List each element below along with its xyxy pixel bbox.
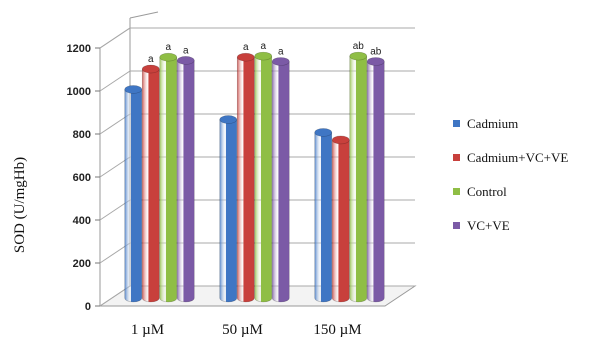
legend-item: VC+VE [453, 218, 510, 233]
bar [271, 61, 290, 303]
bar-annotation: ab [353, 41, 365, 52]
bar-top [124, 85, 143, 94]
grid-diagonal [99, 70, 131, 92]
x-category-label: 1 µM [131, 322, 164, 338]
bar [236, 56, 255, 303]
bar-annotation: a [243, 42, 249, 53]
bar [331, 139, 350, 303]
legend-item: Cadmium [453, 116, 518, 131]
bar-annotation: ab [370, 47, 382, 58]
legend-swatch [453, 120, 460, 127]
grid-diagonal [99, 27, 131, 49]
bar [141, 68, 160, 303]
bar [159, 56, 178, 303]
y-tick-label: 800 [73, 129, 91, 141]
legend-label: Cadmium [467, 116, 518, 131]
perspective-line [129, 11, 159, 19]
legend-label: Control [467, 184, 507, 199]
legend: Cadmium Cadmium+VC+VE Control VC+VE [453, 116, 568, 233]
y-tick-label: 200 [73, 258, 91, 270]
legend-swatch [453, 188, 460, 195]
y-tick-label: 400 [73, 215, 91, 227]
legend-item: Control [453, 184, 507, 199]
x-category-label: 50 µM [222, 322, 263, 338]
legend-swatch [453, 222, 460, 229]
bar-annotation: a [165, 42, 171, 53]
legend-swatch [453, 154, 460, 161]
y-axis-label: SOD (U/mgHb) [12, 157, 28, 253]
bar-annotation: a [278, 47, 284, 58]
y-tick-label: 0 [85, 301, 91, 313]
bar-top [176, 56, 195, 65]
bar [314, 132, 333, 303]
bar [254, 55, 273, 303]
bar [124, 89, 143, 303]
legend-label: Cadmium+VC+VE [467, 150, 568, 165]
bar-top [159, 52, 178, 62]
bar [349, 55, 368, 303]
bar-top [219, 115, 238, 124]
bar-top [236, 52, 255, 62]
bar [366, 61, 385, 303]
bar-top [331, 135, 350, 145]
y-tick-label: 1200 [67, 43, 91, 55]
bar-annotation: a [148, 54, 154, 65]
bar-annotation: a [183, 45, 189, 56]
bar-top [314, 128, 333, 137]
bar-top [254, 51, 273, 61]
bars [124, 51, 385, 303]
bar-annotations: aa a a a a ab ab [148, 41, 382, 65]
y-axis-ticks: 0 200 400 600 800 1000 1200 [67, 43, 100, 313]
x-category-label: 150 µM [313, 322, 361, 338]
bar-top [141, 64, 160, 74]
legend-item: Cadmium+VC+VE [453, 150, 568, 165]
bar-annotation: a [260, 41, 266, 52]
x-axis-categories: 1 µM 50 µM 150 µM [131, 322, 362, 338]
bar-top [271, 57, 290, 66]
bar [219, 119, 238, 303]
y-tick-label: 600 [73, 172, 91, 184]
y-tick-label: 1000 [67, 86, 91, 98]
bar [176, 60, 195, 303]
bar-top [366, 57, 385, 66]
bar-top [349, 51, 368, 61]
legend-label: VC+VE [467, 218, 510, 233]
